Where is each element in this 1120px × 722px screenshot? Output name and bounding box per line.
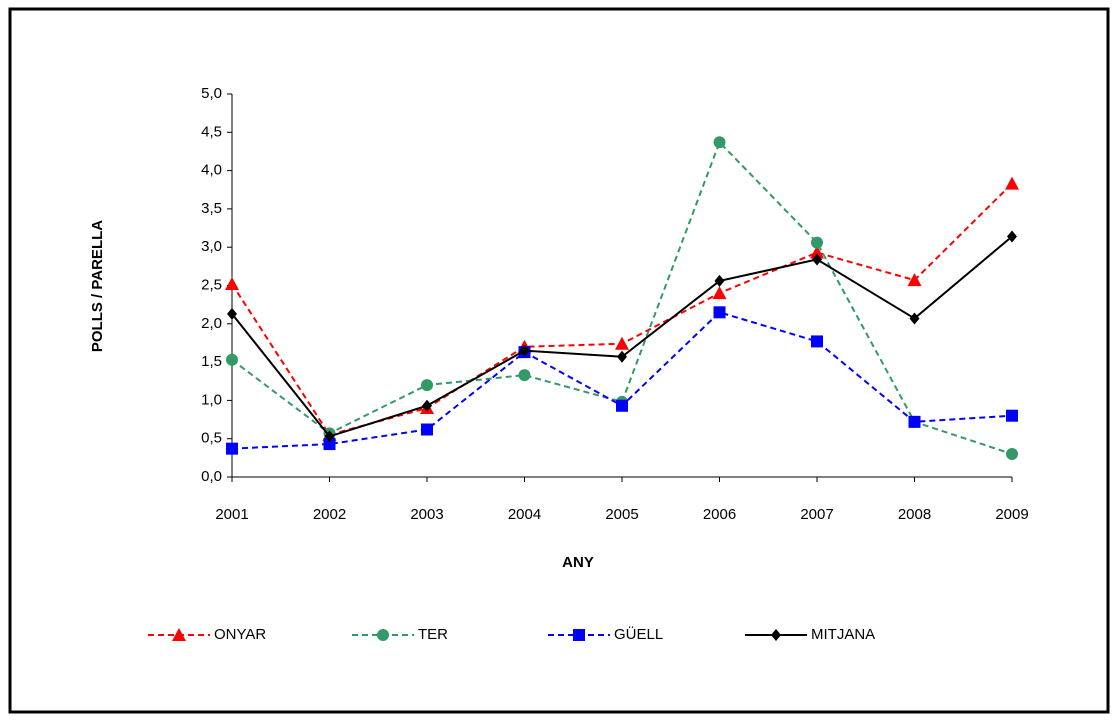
data-point bbox=[615, 336, 629, 350]
data-point bbox=[1007, 230, 1017, 243]
y-tick-label: 0,5 bbox=[201, 430, 222, 447]
x-tick-label: 2004 bbox=[508, 506, 541, 523]
x-tick-label: 2007 bbox=[800, 506, 833, 523]
data-point bbox=[1005, 176, 1019, 190]
legend-marker bbox=[573, 629, 585, 641]
legend-marker bbox=[377, 629, 389, 641]
data-point bbox=[811, 335, 823, 348]
legend-label: ONYAR bbox=[214, 626, 266, 643]
data-point bbox=[519, 344, 530, 357]
data-point bbox=[713, 306, 726, 319]
data-point bbox=[713, 136, 726, 149]
x-tick-label: 2005 bbox=[605, 506, 638, 523]
y-tick-label: 3,0 bbox=[201, 238, 222, 255]
y-tick-label: 3,5 bbox=[201, 200, 222, 217]
y-tick-label: 4,5 bbox=[201, 123, 222, 140]
data-point bbox=[908, 415, 921, 428]
data-point bbox=[226, 442, 238, 455]
data-point bbox=[810, 245, 824, 259]
legend-marker bbox=[172, 628, 186, 641]
y-tick-label: 1,0 bbox=[201, 391, 222, 408]
y-tick-label: 5,0 bbox=[201, 85, 222, 102]
data-point bbox=[323, 438, 336, 451]
y-tick-label: 1,5 bbox=[201, 353, 222, 370]
data-point bbox=[714, 274, 725, 287]
x-tick-label: 2002 bbox=[313, 506, 346, 523]
data-point bbox=[812, 253, 822, 266]
data-point bbox=[1006, 409, 1018, 422]
y-tick-label: 4,0 bbox=[201, 162, 222, 179]
x-tick-label: 2003 bbox=[410, 506, 443, 523]
data-point bbox=[616, 399, 628, 412]
x-tick-label: 2006 bbox=[703, 506, 736, 523]
data-point bbox=[421, 379, 433, 392]
data-point bbox=[712, 286, 727, 300]
legend-label: GÜELL bbox=[614, 625, 663, 643]
y-tick-label: 2,5 bbox=[201, 276, 222, 293]
y-tick-label: 0,0 bbox=[201, 468, 222, 485]
x-tick-label: 2001 bbox=[215, 506, 248, 523]
x-tick-label: 2009 bbox=[995, 506, 1028, 523]
data-point bbox=[324, 430, 335, 443]
data-point bbox=[422, 399, 432, 412]
data-point bbox=[225, 276, 239, 290]
data-point bbox=[421, 423, 433, 436]
y-tick-label: 2,0 bbox=[201, 315, 222, 332]
legend-marker bbox=[771, 629, 781, 641]
data-point bbox=[907, 273, 922, 287]
data-point bbox=[617, 350, 627, 363]
data-point bbox=[226, 353, 238, 366]
x-axis-title: ANY bbox=[562, 554, 594, 571]
chart-frame bbox=[8, 7, 1110, 714]
y-axis-title: POLLS / PARELLA bbox=[89, 220, 106, 352]
data-point bbox=[227, 307, 237, 320]
data-point bbox=[909, 312, 920, 325]
data-point bbox=[518, 369, 531, 382]
legend-label: MITJANA bbox=[811, 626, 875, 643]
data-point bbox=[1006, 448, 1018, 461]
data-point bbox=[811, 236, 823, 249]
legend-label: TER bbox=[418, 626, 448, 643]
x-tick-label: 2008 bbox=[898, 506, 931, 523]
